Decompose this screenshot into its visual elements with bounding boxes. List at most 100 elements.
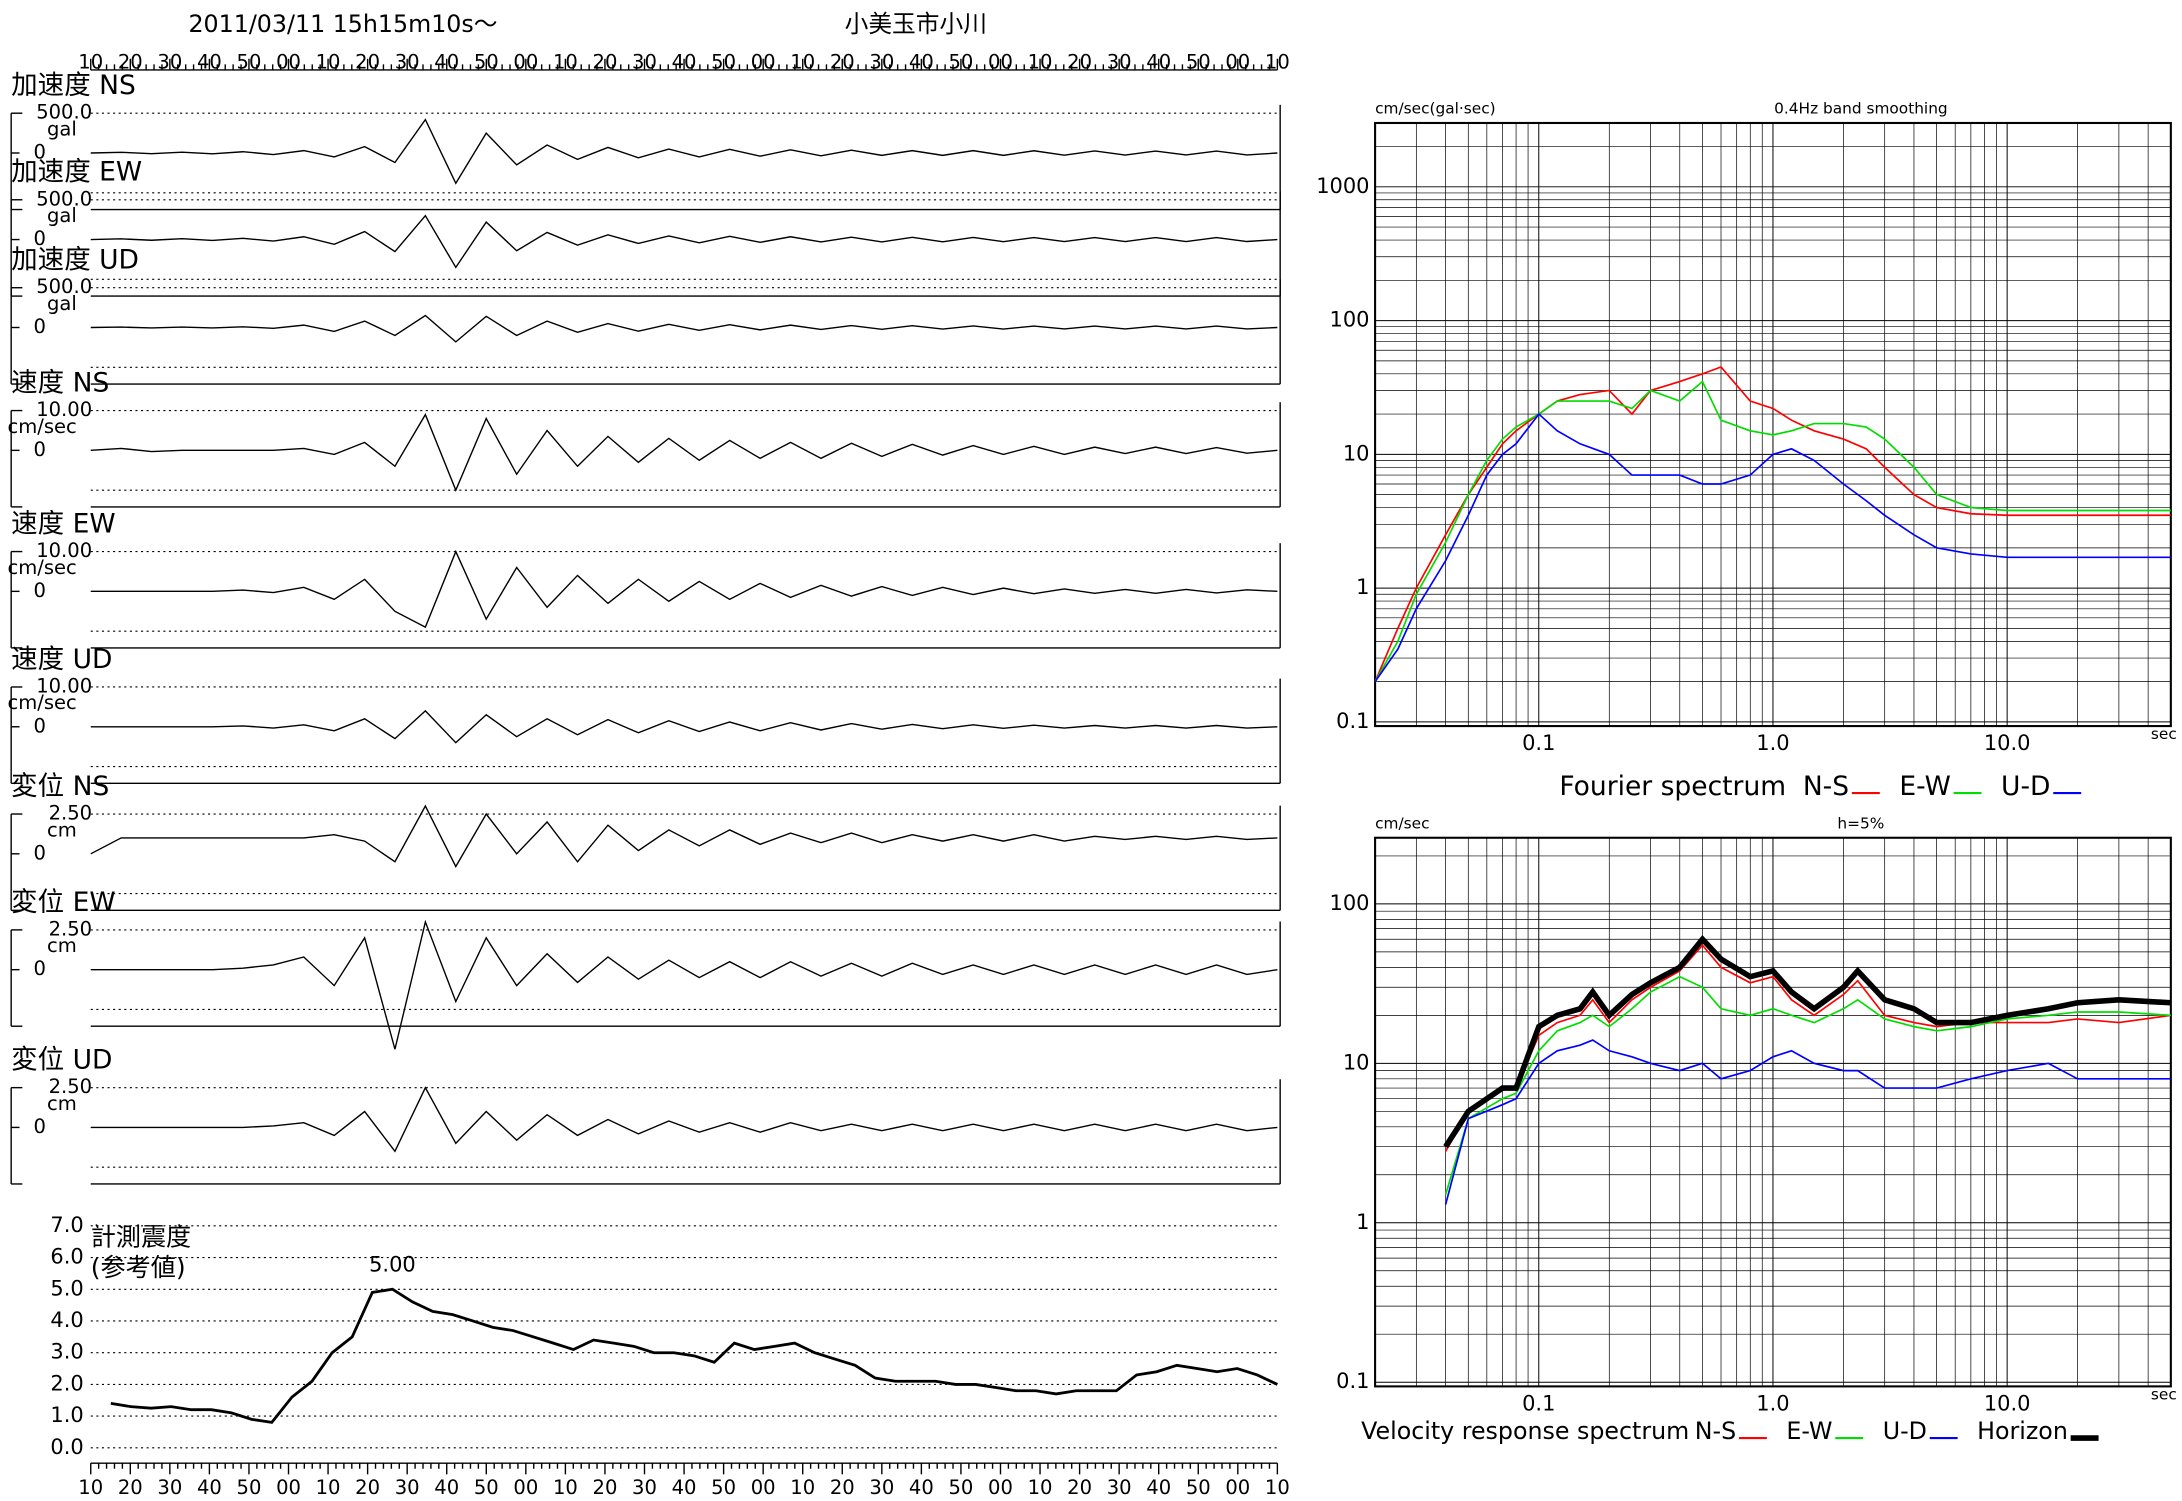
y-tick-label: 1 <box>1356 1210 1369 1234</box>
spectrum-line <box>1374 366 2171 683</box>
time-label: 30 <box>1107 50 1132 73</box>
y-tick-label: 10 <box>1343 1050 1370 1074</box>
x-tick-label: 10.0 <box>1984 1392 2031 1416</box>
time-label: 20 <box>593 1476 618 1499</box>
time-label: 20 <box>355 1476 380 1499</box>
waveform <box>90 804 1278 868</box>
scale-label: 2.50 <box>49 917 93 940</box>
scale-label: 2.50 <box>49 1075 93 1098</box>
legend-label: N-S <box>1695 1417 1736 1445</box>
time-label: 10 <box>316 50 341 73</box>
legend-title: Fourier spectrum <box>1559 771 1786 802</box>
y-tick-label: 2.0 <box>50 1371 83 1395</box>
spectrum-line <box>1374 412 2171 683</box>
time-label: 00 <box>1225 50 1250 73</box>
time-label: 10 <box>78 1476 103 1499</box>
y-tick-label: 100 <box>1330 308 1370 332</box>
time-label: 40 <box>1146 1476 1171 1499</box>
zero-label: 0 <box>34 579 46 602</box>
time-label: 50 <box>237 50 262 73</box>
spectrum-line <box>1374 380 2171 683</box>
time-label: 20 <box>118 50 143 73</box>
time-label: 50 <box>711 1476 736 1499</box>
time-label: 20 <box>830 1476 855 1499</box>
time-label: 50 <box>474 50 499 73</box>
time-label: 50 <box>474 1476 499 1499</box>
unit-label: gal <box>47 117 77 140</box>
zero-label: 0 <box>34 841 46 864</box>
waveform <box>90 314 1278 343</box>
time-label: 10 <box>790 1476 815 1499</box>
time-label: 20 <box>355 50 380 73</box>
time-label: 40 <box>672 50 697 73</box>
zero-label: 0 <box>34 227 46 250</box>
y-tick-label: 100 <box>1330 891 1370 915</box>
y-axis-label: cm/sec <box>1375 814 1429 832</box>
scale-label: 10.00 <box>36 398 92 421</box>
y-tick-label: 4.0 <box>50 1308 83 1332</box>
trace-title: 加速度 NS <box>11 70 136 101</box>
time-label: 10 <box>553 1476 578 1499</box>
time-label: 20 <box>1067 1476 1092 1499</box>
y-tick-label: 0.1 <box>1336 1369 1369 1393</box>
plot-annotation: 0.4Hz band smoothing <box>1774 100 1948 118</box>
time-label: 30 <box>395 50 420 73</box>
time-label: 00 <box>276 50 301 73</box>
x-tick-label: 1.0 <box>1756 731 1789 755</box>
y-tick-label: 5.0 <box>50 1276 83 1300</box>
y-tick-label: 10 <box>1343 441 1370 465</box>
time-label: 50 <box>949 1476 974 1499</box>
waveform <box>90 709 1278 744</box>
spectrum-line <box>1443 934 2171 1149</box>
scale-label: 500.0 <box>36 101 92 124</box>
legend-label: N-S <box>1803 771 1849 802</box>
time-label: 00 <box>751 50 776 73</box>
x-tick-label: 1.0 <box>1756 1392 1789 1416</box>
time-label: 00 <box>988 50 1013 73</box>
trace-title: 変位 EW <box>11 887 115 918</box>
unit-label: gal <box>47 292 77 315</box>
waveform <box>90 1086 1278 1153</box>
waveform <box>90 214 1278 269</box>
time-label: 40 <box>1146 50 1171 73</box>
legend-title: Velocity response spectrum <box>1361 1417 1689 1445</box>
trace-title: 速度 EW <box>11 509 115 540</box>
time-label: 30 <box>869 50 894 73</box>
zero-label: 0 <box>34 438 46 461</box>
time-label: 50 <box>949 50 974 73</box>
time-label: 30 <box>395 1476 420 1499</box>
time-label: 20 <box>1067 50 1092 73</box>
time-label: 30 <box>157 1476 182 1499</box>
unit-label: cm/sec <box>8 415 77 438</box>
x-axis-label: sec <box>2151 1385 2177 1403</box>
y-tick-label: 6.0 <box>50 1245 83 1269</box>
time-label: 20 <box>830 50 855 73</box>
zero-label: 0 <box>34 1115 46 1138</box>
trace-title: 変位 NS <box>11 771 109 802</box>
y-tick-label: 7.0 <box>50 1213 83 1237</box>
time-label: 50 <box>1186 50 1211 73</box>
record-date: 2011/03/11 15h15m10s〜 <box>188 10 497 38</box>
legend-label: Horizon <box>1977 1417 2068 1445</box>
time-label: 10 <box>1028 50 1053 73</box>
time-label: 30 <box>632 50 657 73</box>
time-label: 40 <box>197 50 222 73</box>
scale-label: 500.0 <box>36 275 92 298</box>
spectrum-line <box>1444 1039 2171 1205</box>
zero-label: 0 <box>34 315 46 338</box>
zero-label: 0 <box>34 140 46 163</box>
unit-label: cm <box>47 1092 77 1115</box>
intensity-title: 計測震度 <box>91 1222 191 1251</box>
time-label: 10 <box>1265 50 1290 73</box>
time-label: 30 <box>632 1476 657 1499</box>
y-axis-label: cm/sec(gal·sec) <box>1375 100 1496 118</box>
unit-label: gal <box>47 204 77 227</box>
y-tick-label: 1000 <box>1316 174 1369 198</box>
time-label: 00 <box>1225 1476 1250 1499</box>
trace-title: 変位 UD <box>11 1045 112 1076</box>
time-label: 00 <box>751 1476 776 1499</box>
time-label: 10 <box>316 1476 341 1499</box>
y-tick-label: 3.0 <box>50 1340 83 1364</box>
scale-label: 10.00 <box>36 539 92 562</box>
